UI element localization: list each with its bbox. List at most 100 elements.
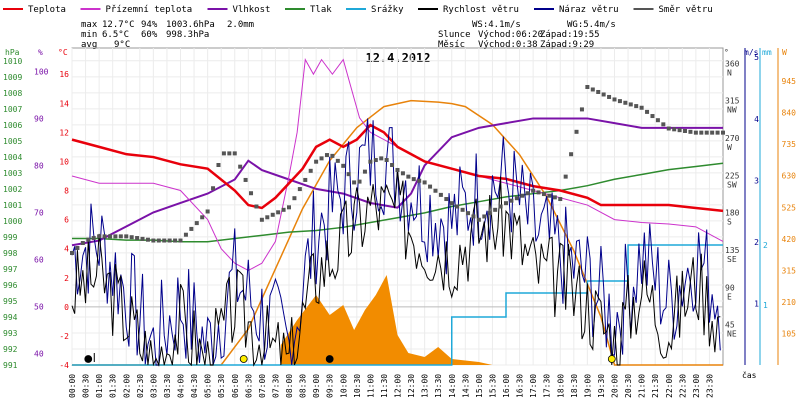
wind-direction-point	[612, 97, 617, 102]
legend-label: Vlhkost	[233, 5, 271, 15]
compass-label: SE	[727, 255, 737, 264]
wind-direction-point	[677, 128, 682, 133]
plot-area	[70, 58, 725, 367]
wind-direction-point	[536, 190, 541, 195]
stats-max-pressure: 1003.6hPa	[166, 20, 215, 30]
wind-direction-point	[710, 130, 715, 135]
compass-label: SW	[727, 180, 737, 189]
wind-direction-point	[270, 212, 275, 217]
temperature-tick-label: -4	[59, 361, 69, 370]
solar-tick-label: 315	[782, 266, 797, 275]
pressure-tick-label: 992	[3, 345, 18, 354]
wind-direction-point	[552, 195, 557, 200]
compass-label: NE	[727, 330, 737, 339]
wind-direction-point	[97, 234, 102, 239]
wind-direction-point	[460, 207, 465, 212]
pressure-tick-label: 1007	[3, 105, 22, 114]
pressure-tick-label: 1001	[3, 201, 22, 210]
compass-label: S	[727, 218, 732, 227]
pressure-tick-label: 998	[3, 249, 18, 258]
wind-gust-info: WG:5.4m/s	[567, 20, 616, 30]
wind-direction-point	[634, 104, 639, 109]
wind-direction-point	[232, 151, 237, 156]
series-rain-line	[72, 244, 723, 366]
wind-direction-point	[590, 87, 595, 92]
time-tick-label: 22:00	[665, 374, 674, 398]
wind-direction-point	[368, 159, 373, 164]
wind-direction-point	[547, 193, 552, 198]
wind-direction-point	[563, 174, 568, 179]
pressure-tick-label: 1008	[3, 89, 22, 98]
wind-direction-point	[227, 151, 232, 156]
temperature-unit: °C	[58, 48, 68, 57]
wind-direction-point	[330, 153, 335, 158]
wind-direction-point	[314, 159, 319, 164]
wind-direction-point	[493, 207, 498, 212]
moonset-marker	[325, 355, 334, 363]
humidity-tick-label: 50	[34, 302, 44, 311]
time-tick-label: 08:30	[299, 374, 308, 398]
time-tick-label: 23:00	[692, 374, 701, 398]
wind-direction-point	[254, 204, 259, 209]
time-tick-label: 21:00	[638, 374, 647, 398]
sunset-marker	[607, 355, 616, 363]
sunrise-time: Východ:06:20	[478, 30, 543, 40]
wind-direction-point	[129, 235, 134, 240]
wind-direction-point	[243, 177, 248, 182]
pressure-unit: hPa	[5, 48, 20, 57]
wind-direction-point	[444, 197, 449, 202]
pressure-tick-label: 1000	[3, 217, 22, 226]
time-tick-label: 15:00	[475, 374, 484, 398]
time-tick-label: 07:00	[258, 374, 267, 398]
wind-direction-point	[276, 210, 281, 215]
temperature-tick-label: 10	[59, 157, 69, 166]
direction-tick-label: 90	[725, 283, 735, 292]
humidity-tick-label: 100	[34, 67, 49, 76]
wind-direction-point	[574, 129, 579, 134]
wind-direction-point	[487, 211, 492, 216]
solar-tick-label: 105	[782, 329, 797, 338]
wind-direction-point	[395, 167, 400, 172]
wind-direction-point	[596, 89, 601, 94]
direction-tick-label: 315	[725, 97, 740, 106]
wind-direction-point	[628, 102, 633, 107]
time-tick-label: 13:00	[421, 374, 430, 398]
solar-tick-label: 840	[782, 109, 797, 118]
wind-direction-point	[205, 209, 210, 214]
wind-tick-label: 1	[754, 299, 759, 308]
wind-direction-point	[417, 178, 422, 183]
series-solar-area	[280, 275, 493, 365]
wind-direction-point	[390, 163, 395, 168]
time-tick-label: 01:00	[95, 374, 104, 398]
wind-direction-point	[601, 92, 606, 97]
pressure-tick-label: 996	[3, 281, 18, 290]
pressure-tick-label: 991	[3, 361, 18, 370]
legend-label: Teplota	[28, 5, 66, 15]
wind-sun-moon-block: WS:4.1m/s WG:5.4m/s Slunce Východ:06:20 …	[438, 20, 616, 50]
wind-direction-point	[476, 217, 481, 222]
wind-direction-point	[520, 193, 525, 198]
wind-direction-point	[216, 163, 221, 168]
pressure-tick-label: 997	[3, 265, 18, 274]
wind-direction-point	[525, 191, 530, 196]
wind-direction-point	[449, 201, 454, 206]
time-tick-label: 00:00	[68, 374, 77, 398]
direction-tick-label: 45	[725, 321, 735, 330]
time-tick-label: 09:00	[312, 374, 321, 398]
wind-direction-point	[221, 151, 226, 156]
pressure-tick-label: 994	[3, 313, 18, 322]
time-tick-label: 03:30	[163, 374, 172, 398]
wind-direction-point	[162, 238, 167, 243]
wind-direction-point	[498, 204, 503, 209]
time-tick-label: 12:00	[394, 374, 403, 398]
wind-direction-point	[579, 107, 584, 112]
wind-direction-point	[86, 237, 91, 242]
compass-label: NW	[727, 106, 737, 115]
time-tick-label: 04:30	[190, 374, 199, 398]
compass-label: E	[727, 292, 732, 301]
wind-direction-point	[655, 118, 660, 123]
pressure-tick-label: 999	[3, 233, 18, 242]
stats-max-rain: 2.0mm	[227, 20, 254, 30]
wind-direction-point	[433, 188, 438, 193]
